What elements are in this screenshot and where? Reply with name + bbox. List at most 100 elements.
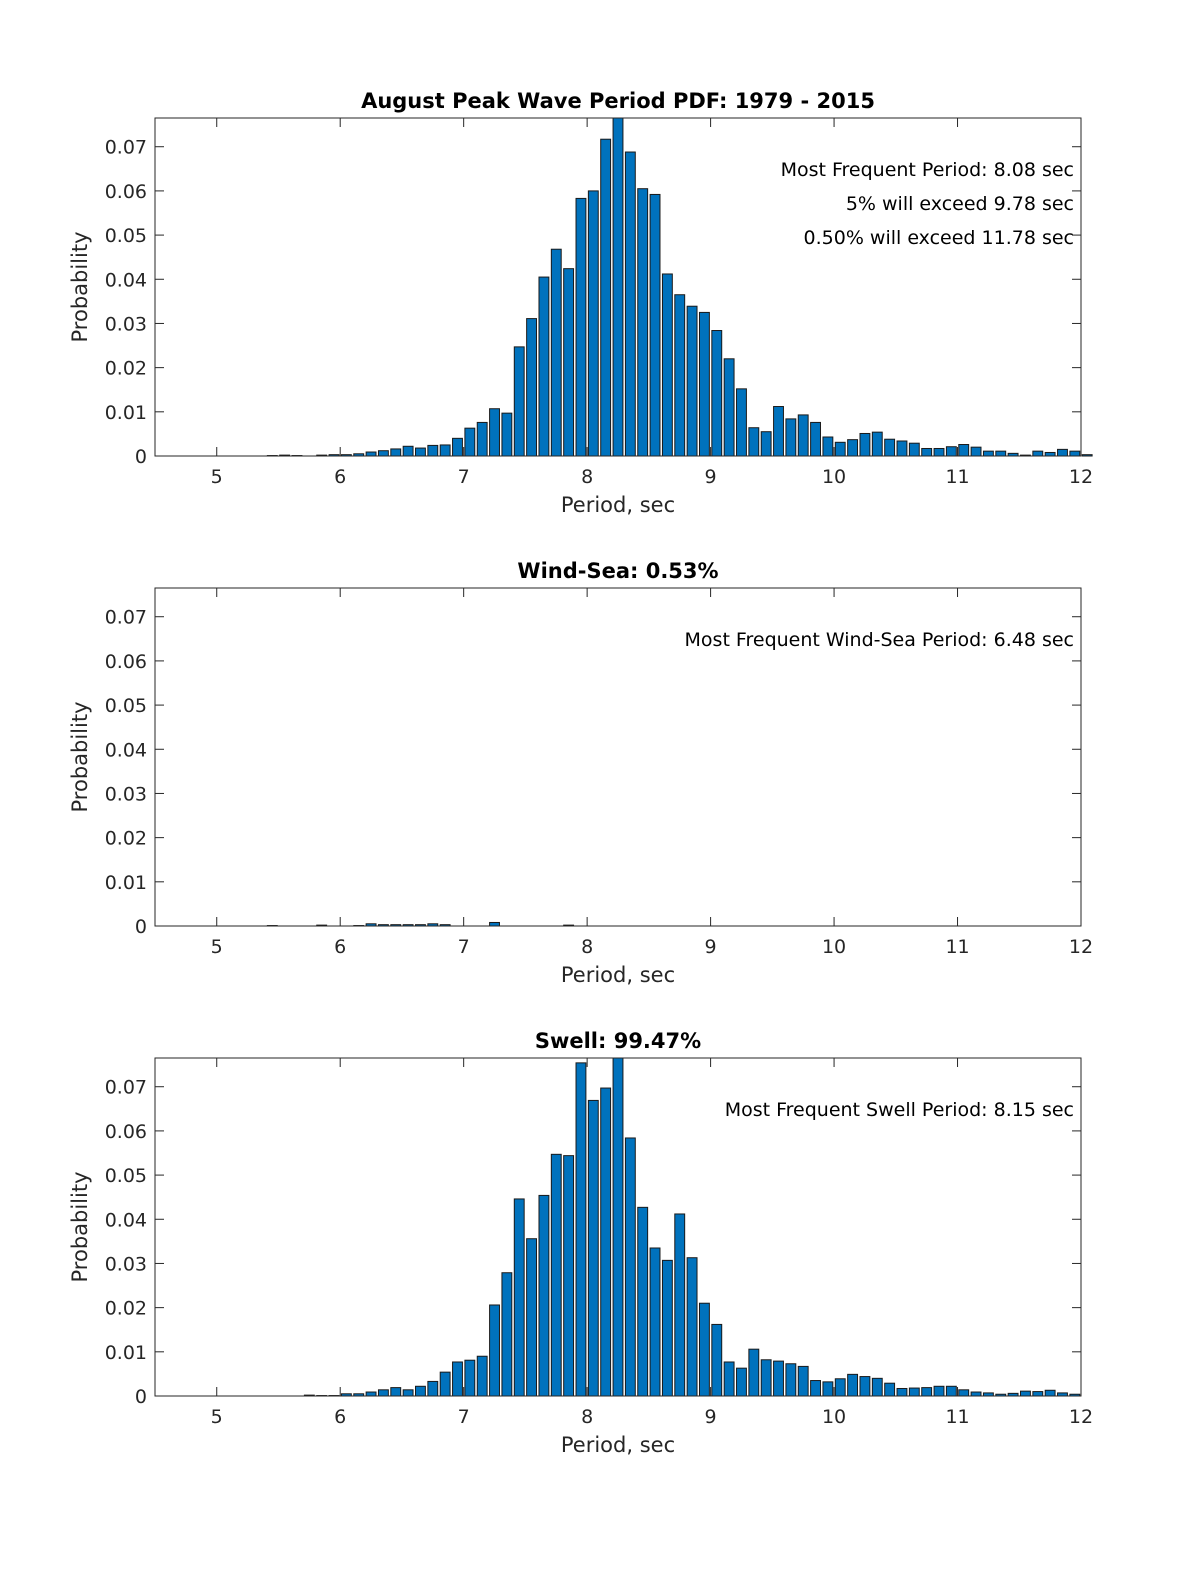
x-axis-label: Period, sec: [561, 963, 675, 987]
bar-31: [538, 276, 550, 457]
x-axis-label: Period, sec: [561, 493, 675, 517]
bar-55: [834, 441, 846, 457]
annotation-most-frequent-swell-period: Most Frequent Swell Period: 8.15 sec: [725, 1099, 1074, 1121]
bar-52: [797, 1365, 809, 1397]
bar-34: [575, 197, 587, 457]
x-tick-label: 7: [458, 1406, 470, 1428]
x-tick-label: 7: [458, 936, 470, 958]
bar-74: [1069, 450, 1081, 457]
y-tick-label: 0.04: [105, 739, 147, 761]
bar-23: [439, 444, 451, 457]
y-tick-label: 0: [135, 446, 147, 468]
bar-63: [933, 1385, 945, 1397]
chart-panel-swell: Swell: 99.47% 5 6 7 8 9 10 11 12 00.010.020.030…: [68, 1029, 1093, 1457]
bar-62: [921, 447, 933, 457]
y-tick-labels: 0 0.01 0.02 0.03 0.04 0.05 0.06 0.07: [105, 1077, 147, 1408]
bar-24: [452, 1361, 463, 1397]
x-tick-labels: 5 6 7 8 9 10 11 12: [211, 1406, 1093, 1428]
y-tick-label: 0.01: [105, 402, 147, 424]
bar-64: [945, 446, 957, 457]
bar-29: [513, 1198, 525, 1397]
bar-27: [489, 921, 500, 927]
bar-28: [501, 1272, 513, 1397]
bar-32: [550, 1153, 562, 1397]
bar-32: [550, 248, 562, 457]
bar-20: [402, 1389, 414, 1397]
bar-72: [1044, 1389, 1056, 1397]
x-tick-label: 9: [705, 466, 717, 488]
bar-71: [1032, 1391, 1044, 1397]
bar-45: [711, 1323, 723, 1397]
bar-24: [452, 437, 463, 457]
bar-60: [896, 1387, 908, 1397]
x-tick-label: 5: [211, 936, 223, 958]
annotation-0-5pct-exceed: 0.50% will exceed 11.78 sec: [804, 227, 1074, 249]
x-tick-label: 11: [945, 1406, 969, 1428]
bar-30: [526, 318, 538, 457]
y-tick-label: 0.06: [105, 181, 147, 203]
bar-18: [377, 1389, 389, 1397]
bar-26: [476, 1355, 488, 1397]
bar-53: [810, 421, 821, 457]
x-tick-label: 6: [334, 936, 346, 958]
bar-58: [871, 431, 883, 457]
axes-box: [154, 587, 1082, 927]
bar-66: [970, 446, 982, 457]
bar-41: [661, 273, 673, 457]
bar-54: [822, 436, 834, 457]
bar-44: [698, 311, 710, 457]
bar-55: [834, 1378, 846, 1397]
annotation-5pct-exceed: 5% will exceed 9.78 sec: [846, 193, 1074, 215]
x-tick-label: 5: [211, 1406, 223, 1428]
x-tick-label: 6: [334, 466, 346, 488]
bar-45: [711, 330, 723, 457]
bar-65: [958, 1389, 970, 1397]
bar-47: [736, 388, 747, 457]
bar-46: [723, 358, 735, 457]
y-tick-label: 0.04: [105, 269, 147, 291]
bar-43: [686, 305, 698, 457]
chart-title: Wind-Sea: 0.53%: [517, 559, 718, 583]
bar-40: [649, 193, 661, 457]
bar-34: [575, 1062, 587, 1397]
y-axis-label: Probability: [68, 231, 92, 342]
bar-23: [439, 1371, 451, 1397]
bar-75: [1081, 454, 1093, 457]
bar-52: [797, 414, 809, 457]
bar-29: [513, 346, 525, 457]
x-tick-label: 12: [1069, 466, 1093, 488]
x-tick-label: 12: [1069, 936, 1093, 958]
bar-73: [1057, 448, 1068, 457]
x-tick-label: 8: [581, 466, 593, 488]
y-tick-label: 0.07: [105, 137, 147, 159]
bar-20: [402, 445, 414, 457]
bar-65: [958, 444, 970, 457]
x-tick-label: 9: [705, 936, 717, 958]
y-tick-label: 0.02: [105, 828, 147, 850]
bar-62: [921, 1387, 933, 1397]
bar-21: [415, 1385, 426, 1397]
bar-61: [908, 442, 920, 457]
y-tick-label: 0.07: [105, 607, 147, 629]
x-tick-label: 11: [945, 936, 969, 958]
y-axis-label: Probability: [68, 1171, 92, 1282]
y-tick-label: 0.03: [105, 313, 147, 335]
bar-27: [489, 408, 500, 457]
bar-41: [661, 1259, 673, 1397]
bar-42: [674, 1213, 686, 1397]
chart-panel-wind-sea: Wind-Sea: 0.53% 5 6 7 8 9 10 11 12 0 0.01 0.02 0.0…: [68, 559, 1093, 987]
bar-19: [390, 448, 402, 457]
y-tick-label: 0: [135, 916, 147, 938]
bar-57: [859, 1376, 871, 1397]
bar-39: [637, 188, 649, 457]
bar-36: [600, 1087, 612, 1397]
annotation-most-frequent-wind-sea-period: Most Frequent Wind-Sea Period: 6.48 sec: [685, 629, 1074, 651]
bar-50: [773, 406, 784, 457]
y-tick-label: 0.03: [105, 783, 147, 805]
bar-37: [612, 117, 624, 457]
x-tick-label: 9: [705, 1406, 717, 1428]
bar-38: [624, 151, 636, 457]
bar-64: [945, 1385, 957, 1397]
bar-25: [464, 427, 476, 457]
bar-58: [871, 1377, 883, 1397]
